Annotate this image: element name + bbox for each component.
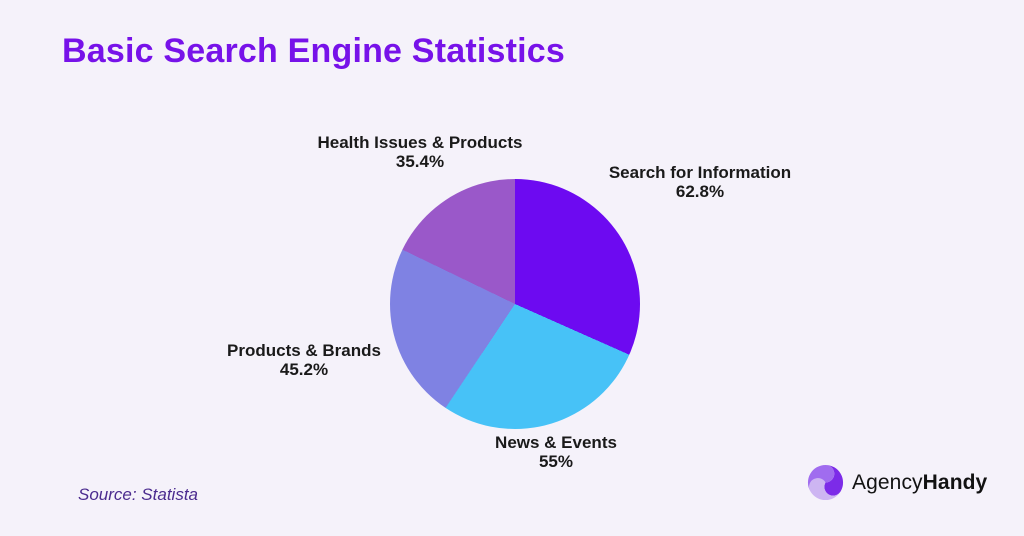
pie-chart: [390, 179, 640, 429]
slice-value-text: 35.4%: [395, 152, 445, 171]
slice-label-text: Products & Brands: [227, 341, 381, 360]
pie-label-health-issues-products: Health Issues & Products 35.4%: [317, 133, 522, 171]
brand-name: AgencyHandy: [852, 471, 987, 495]
pie-label-search-for-information: Search for Information 62.8%: [609, 163, 791, 201]
agencyhandy-logo-icon: [807, 464, 844, 500]
page-title: Basic Search Engine Statistics: [62, 32, 565, 70]
brand-name-first: Agency: [852, 470, 923, 494]
slice-label-text: News & Events: [495, 433, 617, 452]
source-text: Source: Statista: [78, 485, 199, 504]
pie-label-products-brands: Products & Brands 45.2%: [227, 341, 381, 379]
slice-value-text: 62.8%: [675, 182, 725, 201]
slice-label-text: Search for Information: [608, 163, 792, 182]
brand-logo: AgencyHandy: [806, 463, 987, 502]
slice-value-text: 45.2%: [279, 360, 329, 379]
pie-label-news-events: News & Events 55%: [495, 433, 617, 471]
slice-value-text: 55%: [538, 452, 574, 471]
slice-label-text: Health Issues & Products: [317, 133, 523, 152]
brand-name-second: Handy: [922, 470, 988, 494]
